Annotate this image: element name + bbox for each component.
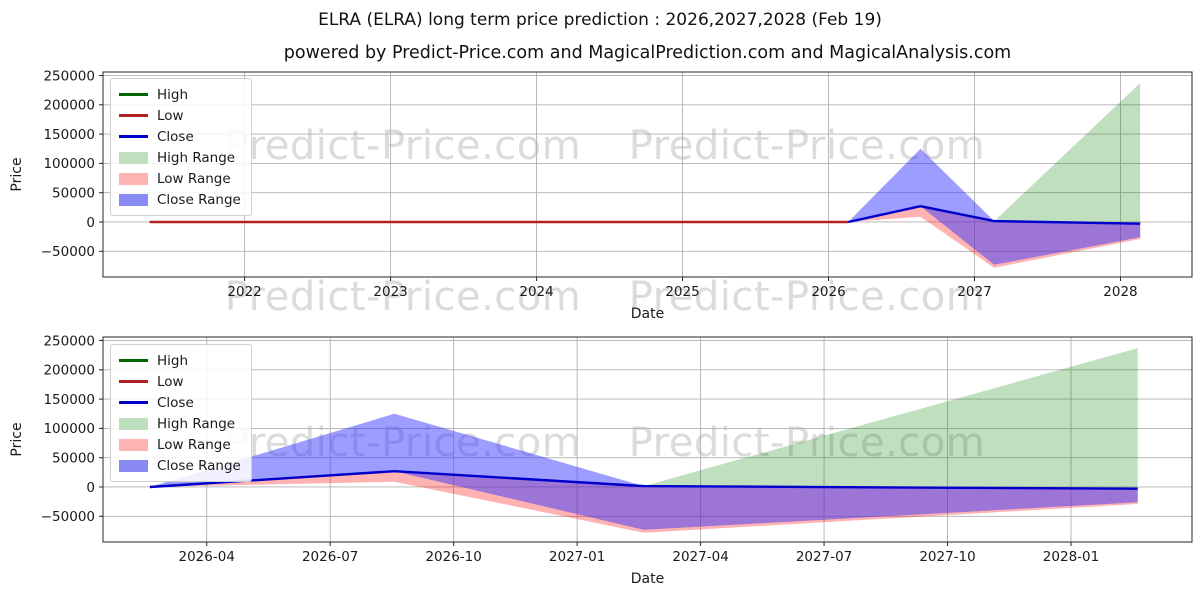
legend-label: Low Range — [157, 170, 231, 187]
x-axis-label: Date — [631, 306, 664, 322]
y-tick-label: 250000 — [43, 68, 95, 84]
y-tick-label: 250000 — [43, 333, 95, 349]
legend-swatch — [119, 401, 148, 404]
legend-swatch — [119, 172, 148, 185]
y-tick-label: 100000 — [43, 156, 95, 172]
y-tick-label: 150000 — [43, 392, 95, 408]
legend-label: High — [157, 352, 189, 369]
legend-label: Low — [157, 373, 184, 390]
x-tick-label: 2026-04 — [179, 549, 235, 565]
plot-frame — [102, 336, 1193, 543]
y-tick-label: 100000 — [43, 421, 95, 437]
x-tick-label: 2025 — [665, 284, 699, 300]
legend-swatch — [119, 114, 148, 117]
watermark-text: Predict-Price.com — [224, 420, 582, 466]
legend-item: Low — [119, 371, 241, 392]
legend-item: Close — [119, 126, 241, 147]
y-tick-label: 200000 — [43, 98, 95, 114]
x-tick-label: 2027-04 — [672, 549, 728, 565]
series-line-close — [847, 204, 1141, 225]
y-tick-label: 200000 — [43, 363, 95, 379]
legend-item: Close — [119, 392, 241, 413]
legend-item: Close Range — [119, 189, 241, 210]
plot-frame — [102, 71, 1193, 278]
legend-item: Low Range — [119, 434, 241, 455]
watermark-text: Predict-Price.com — [224, 274, 582, 320]
band-high-range — [643, 348, 1138, 489]
legend-item: High Range — [119, 413, 241, 434]
legend-label: Close — [157, 394, 194, 411]
watermark-text: Predict-Price.com — [628, 420, 986, 466]
legend-label: Close Range — [157, 457, 241, 474]
x-tick-label: 2022 — [227, 284, 261, 300]
legend-swatch — [119, 193, 148, 206]
legend-item: High Range — [119, 147, 241, 168]
watermark-text: Predict-Price.com — [224, 123, 582, 169]
legend-label: Low Range — [157, 436, 231, 453]
legend-item: Low Range — [119, 168, 241, 189]
legend-item: Low — [119, 105, 241, 126]
x-axis-label: Date — [631, 571, 664, 587]
x-tick-label: 2026 — [811, 284, 845, 300]
x-tick-label: 2026-10 — [425, 549, 481, 565]
x-tick-label: 2028-01 — [1043, 549, 1099, 565]
legend-swatch — [119, 438, 148, 451]
y-tick-label: 0 — [86, 480, 95, 496]
x-tick-label: 2023 — [373, 284, 407, 300]
band-close-range — [149, 413, 1138, 530]
legend-label: Close — [157, 128, 194, 145]
x-tick-label: 2027-07 — [796, 549, 852, 565]
x-tick-label: 2027-01 — [549, 549, 605, 565]
x-tick-label: 2027 — [957, 284, 991, 300]
legend-item: High — [119, 84, 241, 105]
y-tick-label: 0 — [86, 215, 95, 231]
x-tick-label: 2024 — [519, 284, 553, 300]
y-tick-label: −50000 — [41, 509, 95, 525]
band-close-range — [848, 148, 1141, 265]
bottom-chart-legend: High Low Close High Range Low Range Clos… — [110, 344, 252, 482]
watermark-text: Predict-Price.com — [628, 274, 986, 320]
y-tick-label: 50000 — [52, 450, 95, 466]
band-low-range — [848, 206, 1141, 268]
legend-item: Close Range — [119, 455, 241, 476]
legend-item: High — [119, 350, 241, 371]
band-high-range — [994, 83, 1141, 224]
legend-swatch — [119, 380, 148, 383]
legend-label: High — [157, 86, 189, 103]
y-axis-label: Price — [9, 157, 25, 191]
y-tick-label: 50000 — [52, 185, 95, 201]
top-chart-legend: High Low Close High Range Low Range Clos… — [110, 78, 252, 216]
y-tick-label: 150000 — [43, 127, 95, 143]
legend-swatch — [119, 359, 148, 362]
legend-swatch — [119, 135, 148, 138]
series-line-close — [149, 470, 1138, 490]
x-tick-label: 2026-07 — [302, 549, 358, 565]
legend-label: High Range — [157, 415, 236, 432]
legend-label: High Range — [157, 149, 236, 166]
figure-subtitle: powered by Predict-Price.com and Magical… — [283, 43, 1012, 63]
legend-label: Close Range — [157, 191, 241, 208]
x-tick-label: 2028 — [1103, 284, 1137, 300]
legend-swatch — [119, 151, 148, 164]
y-tick-label: −50000 — [41, 244, 95, 260]
figure-title: ELRA (ELRA) long term price prediction :… — [318, 10, 882, 30]
x-tick-label: 2027-10 — [919, 549, 975, 565]
legend-swatch — [119, 417, 148, 430]
watermark-text: Predict-Price.com — [628, 123, 986, 169]
y-axis-label: Price — [9, 422, 25, 456]
legend-swatch — [119, 459, 148, 472]
legend-label: Low — [157, 107, 184, 124]
band-low-range — [149, 471, 1138, 533]
legend-swatch — [119, 93, 148, 96]
